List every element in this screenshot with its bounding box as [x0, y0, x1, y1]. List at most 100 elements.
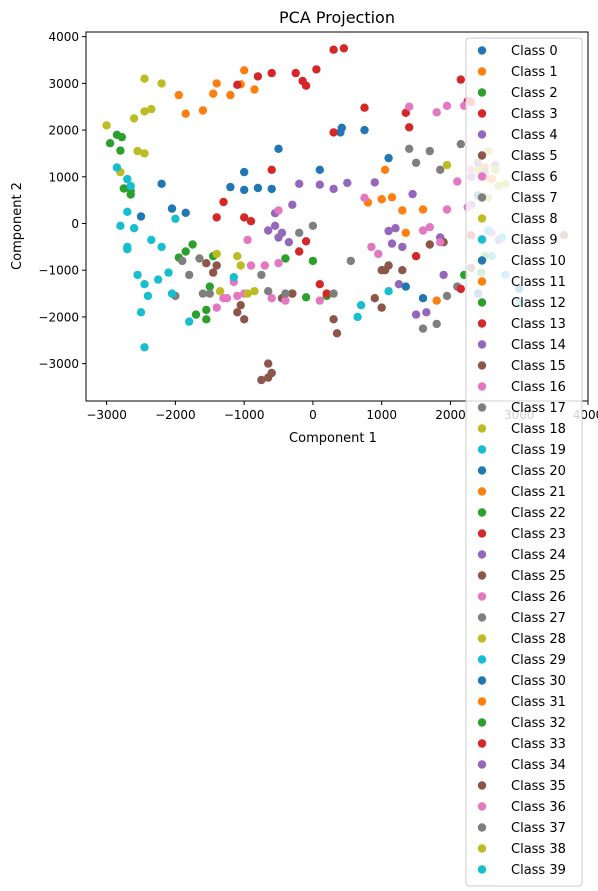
y-axis-label: Component 2 — [10, 182, 25, 270]
legend-label: Class 27 — [511, 611, 566, 626]
plot-area-frame — [85, 31, 589, 402]
data-point-class-6 — [260, 261, 269, 270]
data-point-class-3 — [233, 80, 242, 90]
data-point-class-7 — [411, 158, 421, 167]
data-point-class-9 — [157, 242, 166, 252]
legend-marker — [477, 88, 487, 97]
legend-label: Class 25 — [511, 569, 566, 584]
data-point-class-4 — [284, 238, 294, 247]
data-point-class-0 — [253, 183, 263, 193]
data-point-class-5 — [202, 259, 211, 268]
data-point-class-4 — [274, 233, 283, 242]
legend-marker — [477, 550, 487, 559]
data-point-class-9 — [123, 207, 132, 216]
data-point-class-6 — [425, 223, 434, 232]
legend-marker — [477, 781, 487, 790]
data-point-class-2 — [191, 310, 201, 319]
y-tick-label: 1000 — [48, 170, 79, 184]
legend-marker — [477, 277, 487, 286]
data-point-class-3 — [212, 213, 221, 222]
legend-marker — [477, 571, 487, 580]
legend-label: Class 30 — [511, 674, 566, 689]
data-point-class-9 — [133, 270, 142, 280]
legend-marker — [477, 46, 487, 55]
data-point-class-3 — [360, 103, 369, 112]
points-layer — [102, 44, 569, 385]
data-point-class-5 — [212, 261, 221, 270]
legend-label: Class 6 — [511, 170, 558, 185]
data-point-class-9 — [147, 235, 156, 245]
data-point-class-1 — [240, 66, 249, 75]
legend-label: Class 13 — [511, 317, 566, 332]
data-point-class-7 — [329, 289, 338, 298]
data-point-class-0 — [384, 153, 393, 163]
data-point-class-2 — [281, 254, 290, 263]
data-point-class-6 — [360, 193, 369, 202]
data-point-class-2 — [116, 146, 125, 155]
data-point-class-3 — [405, 123, 414, 132]
data-point-class-6 — [233, 291, 242, 301]
data-point-class-8 — [233, 252, 242, 261]
legend-marker — [477, 865, 487, 874]
legend-marker — [477, 592, 487, 601]
data-point-class-7 — [418, 324, 428, 333]
data-point-class-4 — [315, 180, 324, 189]
data-point-class-4 — [264, 226, 273, 235]
legend-marker — [477, 130, 487, 139]
legend-label: Class 22 — [511, 506, 566, 521]
data-point-class-7 — [436, 165, 445, 174]
legend-marker — [477, 655, 487, 664]
legend-marker — [477, 676, 487, 685]
data-point-class-1 — [226, 90, 235, 100]
legend-marker — [477, 802, 487, 811]
legend-label: Class 29 — [511, 653, 566, 668]
data-point-class-6 — [281, 296, 290, 305]
data-point-class-6 — [442, 205, 452, 214]
legend-label: Class 18 — [511, 422, 566, 437]
legend-label: Class 14 — [511, 338, 566, 353]
legend-label: Class 8 — [511, 212, 558, 227]
data-point-class-1 — [418, 205, 428, 214]
legend-label: Class 24 — [511, 548, 566, 563]
data-point-class-3 — [291, 68, 300, 78]
y-tick-label: −3000 — [38, 357, 79, 371]
data-point-class-5 — [236, 301, 245, 310]
data-point-class-8 — [140, 74, 149, 83]
legend-marker — [477, 718, 487, 727]
data-point-class-7 — [405, 144, 414, 153]
legend-marker — [477, 466, 487, 475]
legend-marker — [477, 319, 487, 328]
legend-label: Class 3 — [511, 107, 558, 122]
legend-marker — [477, 256, 487, 265]
y-tick-label: −1000 — [38, 264, 79, 278]
legend-label: Class 37 — [511, 821, 566, 836]
legend-label: Class 32 — [511, 716, 566, 731]
data-point-class-4 — [387, 239, 397, 248]
legend-label: Class 26 — [511, 590, 566, 605]
data-point-class-9 — [167, 289, 177, 298]
data-point-class-5 — [209, 268, 218, 277]
data-point-class-9 — [164, 268, 173, 277]
data-point-class-0 — [360, 125, 369, 135]
legend-label: Class 10 — [511, 254, 566, 269]
data-point-class-2 — [181, 247, 190, 256]
data-point-class-8 — [140, 107, 149, 116]
data-point-class-4 — [270, 221, 280, 230]
data-point-class-5 — [425, 240, 434, 249]
x-axis-label: Component 1 — [289, 431, 377, 446]
data-point-class-4 — [295, 179, 304, 188]
data-point-class-8 — [140, 149, 149, 158]
data-point-class-1 — [401, 228, 410, 237]
data-point-class-8 — [215, 287, 225, 296]
legend-label: Class 16 — [511, 380, 566, 395]
data-point-class-6 — [367, 242, 376, 252]
data-point-class-8 — [250, 287, 259, 296]
data-point-class-4 — [370, 178, 379, 187]
data-point-class-1 — [380, 165, 390, 174]
x-tick-label: −3000 — [86, 408, 127, 422]
data-point-class-6 — [453, 177, 462, 186]
data-point-class-2 — [188, 240, 197, 249]
data-point-class-7 — [432, 319, 441, 329]
data-point-class-1 — [398, 206, 407, 215]
